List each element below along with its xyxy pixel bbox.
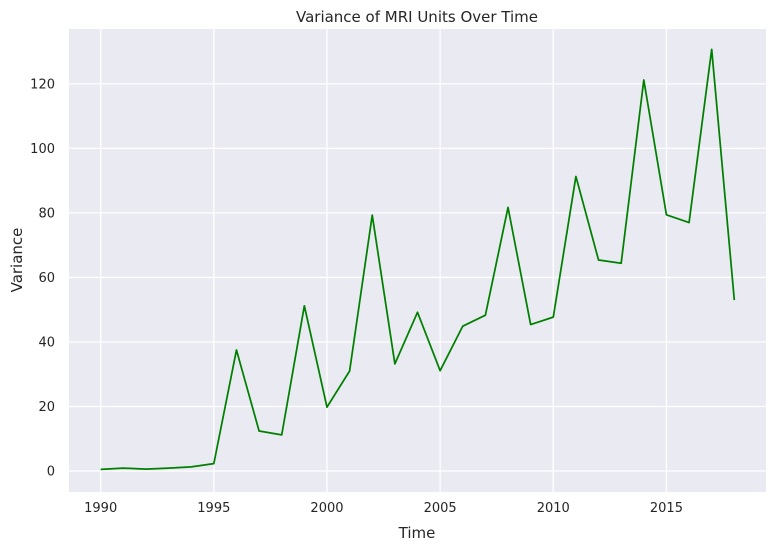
x-tick-label: 2000 — [310, 501, 343, 516]
x-tick-label: 2015 — [650, 501, 683, 516]
y-tick-label: 80 — [38, 206, 55, 221]
x-tick-label: 2005 — [424, 501, 457, 516]
y-axis-label: Variance — [8, 228, 26, 293]
x-tick-labels: 1990 1995 2000 2005 2010 2015 — [84, 501, 683, 516]
plot-background — [69, 29, 766, 492]
x-axis-label: Time — [398, 524, 436, 542]
x-tick-label: 1990 — [84, 501, 117, 516]
y-tick-label: 60 — [38, 271, 55, 286]
variance-series-line — [100, 48, 736, 471]
y-tick-label: 40 — [38, 335, 55, 350]
y-tick-label: 120 — [30, 77, 55, 92]
y-tick-label: 0 — [47, 465, 55, 480]
x-tick-label: 2010 — [537, 501, 570, 516]
y-tick-label: 100 — [30, 142, 55, 157]
chart-title: Variance of MRI Units Over Time — [296, 8, 538, 26]
y-tick-labels: 0 20 40 60 80 100 120 — [30, 77, 55, 479]
y-tick-label: 20 — [38, 400, 55, 415]
gridlines — [69, 29, 766, 492]
x-tick-label: 1995 — [197, 501, 230, 516]
